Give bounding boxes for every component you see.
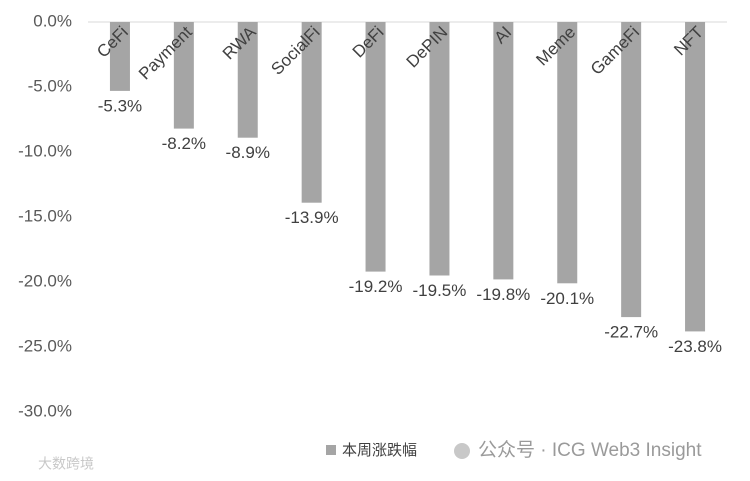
bar — [493, 22, 514, 280]
bar — [109, 22, 130, 91]
bar — [173, 22, 194, 129]
y-tick-label: -10.0% — [18, 141, 72, 160]
bar — [557, 22, 578, 284]
data-label: -8.2% — [162, 134, 206, 153]
watermark-icon — [454, 443, 470, 459]
bar — [365, 22, 386, 272]
legend-label: 本周涨跌幅 — [342, 442, 417, 459]
watermark: 公众号 · ICG Web3 Insight — [478, 439, 702, 461]
y-tick-label: -25.0% — [18, 336, 72, 355]
y-tick-label: -5.0% — [28, 76, 72, 95]
data-label: -23.8% — [668, 337, 722, 356]
y-tick-label: -15.0% — [18, 206, 72, 225]
bar — [237, 22, 258, 138]
legend-swatch — [326, 445, 336, 455]
bar — [429, 22, 450, 276]
data-label: -8.9% — [226, 143, 270, 162]
data-label: -5.3% — [98, 96, 142, 115]
watermark: 大数跨境 — [38, 456, 94, 472]
bar — [621, 22, 642, 318]
bar — [301, 22, 322, 203]
y-tick-label: -20.0% — [18, 271, 72, 290]
y-tick-label: 0.0% — [33, 11, 72, 30]
data-label: -19.8% — [476, 285, 530, 304]
data-label: -22.7% — [604, 323, 658, 342]
data-label: -20.1% — [540, 289, 594, 308]
data-label: -19.5% — [413, 281, 467, 300]
data-label: -19.2% — [349, 277, 403, 296]
data-label: -13.9% — [285, 208, 339, 227]
bar — [685, 22, 706, 332]
y-tick-label: -30.0% — [18, 401, 72, 420]
